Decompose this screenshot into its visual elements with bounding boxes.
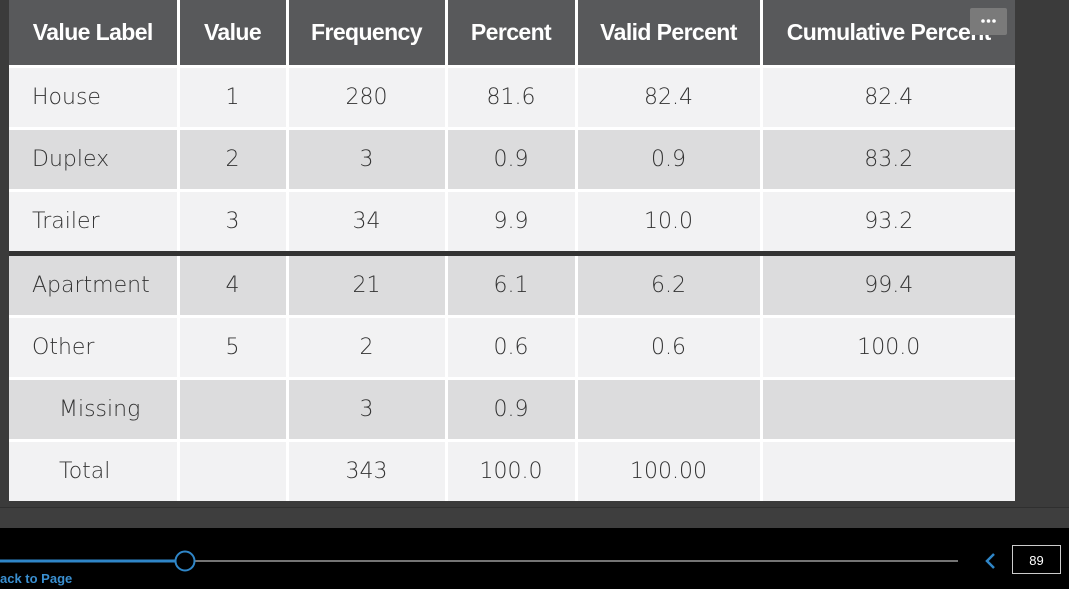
table-cell: 10.0 xyxy=(576,190,763,256)
table-cell: 4 xyxy=(178,253,289,318)
column-header: Value xyxy=(178,0,289,68)
table-cell: 0.9 xyxy=(446,378,578,442)
table-cell: Total xyxy=(9,440,180,501)
table-cell: 1 xyxy=(178,66,289,130)
table-cell: 100.00 xyxy=(576,440,763,501)
table-cell: Other xyxy=(9,316,180,380)
table-cell: 6.1 xyxy=(446,253,578,318)
table-cell: 83.2 xyxy=(761,128,1015,192)
table-cell: 34 xyxy=(287,190,448,256)
table-cell: 6.2 xyxy=(576,253,763,318)
table-body: House 1 280 81.6 82.4 82.4 Duplex 2 3 0.9 0.9 83.2 T… xyxy=(9,66,1015,501)
table-cell: Trailer xyxy=(9,190,180,256)
table-cell: Apartment xyxy=(9,253,180,318)
table-cell: 82.4 xyxy=(761,66,1015,130)
table-cell: 100.0 xyxy=(446,440,578,501)
table-cell: 93.2 xyxy=(761,190,1015,256)
table-cell: House xyxy=(9,66,180,130)
table-cell: 3 xyxy=(287,128,448,192)
column-header: Valid Percent xyxy=(576,0,763,68)
table-cell: 343 xyxy=(287,440,448,501)
table-cell: 2 xyxy=(287,316,448,380)
table-cell: 0.6 xyxy=(446,316,578,380)
empty-cell xyxy=(178,378,289,442)
table-cell: 3 xyxy=(287,378,448,442)
table-cell: 100.0 xyxy=(761,316,1015,380)
divider-strip xyxy=(0,507,1069,529)
column-header: Percent xyxy=(446,0,578,68)
frequency-table: Value Label Value Frequency Percent Valid Pe… xyxy=(9,0,1015,501)
header-row: Value Label Value Frequency Percent Valid Pe… xyxy=(9,0,1015,68)
table-cell: 9.9 xyxy=(446,190,578,256)
table-cell: 21 xyxy=(287,253,448,318)
column-header: Value Label xyxy=(9,0,180,68)
table-cell: 3 xyxy=(178,190,289,256)
table-cell: 99.4 xyxy=(761,253,1015,318)
table-row: House 1 280 81.6 82.4 82.4 xyxy=(9,66,1015,130)
table-cell: 81.6 xyxy=(446,66,578,130)
page-number[interactable]: 89 xyxy=(1012,545,1061,574)
table-row: Trailer 3 34 9.9 10.0 93.2 xyxy=(9,190,1015,256)
table-row: Apartment 4 21 6.1 6.2 99.4 xyxy=(9,253,1015,318)
empty-cell xyxy=(761,440,1015,501)
table-row: Other 5 2 0.6 0.6 100.0 xyxy=(9,316,1015,380)
table-row: Missing 3 0.9 xyxy=(9,378,1015,442)
table-cell: Duplex xyxy=(9,128,180,192)
table-cell: 2 xyxy=(178,128,289,192)
table-cell: 280 xyxy=(287,66,448,130)
back-link[interactable]: ack to Page xyxy=(0,571,73,586)
table-cell: 0.6 xyxy=(576,316,763,380)
table-cell: 5 xyxy=(178,316,289,380)
empty-cell xyxy=(178,440,289,501)
empty-cell xyxy=(576,378,763,442)
column-header: Frequency xyxy=(287,0,448,68)
more-options-button[interactable] xyxy=(970,8,1007,35)
slider[interactable] xyxy=(0,528,1069,589)
table-cell: Missing xyxy=(9,378,180,442)
empty-cell xyxy=(761,378,1015,442)
table-cell: 0.9 xyxy=(576,128,763,192)
previous-button[interactable] xyxy=(985,553,995,569)
table-row: Duplex 2 3 0.9 0.9 83.2 xyxy=(9,128,1015,192)
table-row: Total 343 100.0 100.00 xyxy=(9,440,1015,501)
table-cell: 82.4 xyxy=(576,66,763,130)
table-cell: 0.9 xyxy=(446,128,578,192)
navigation-bar: ack to Page 89 xyxy=(0,528,1069,589)
